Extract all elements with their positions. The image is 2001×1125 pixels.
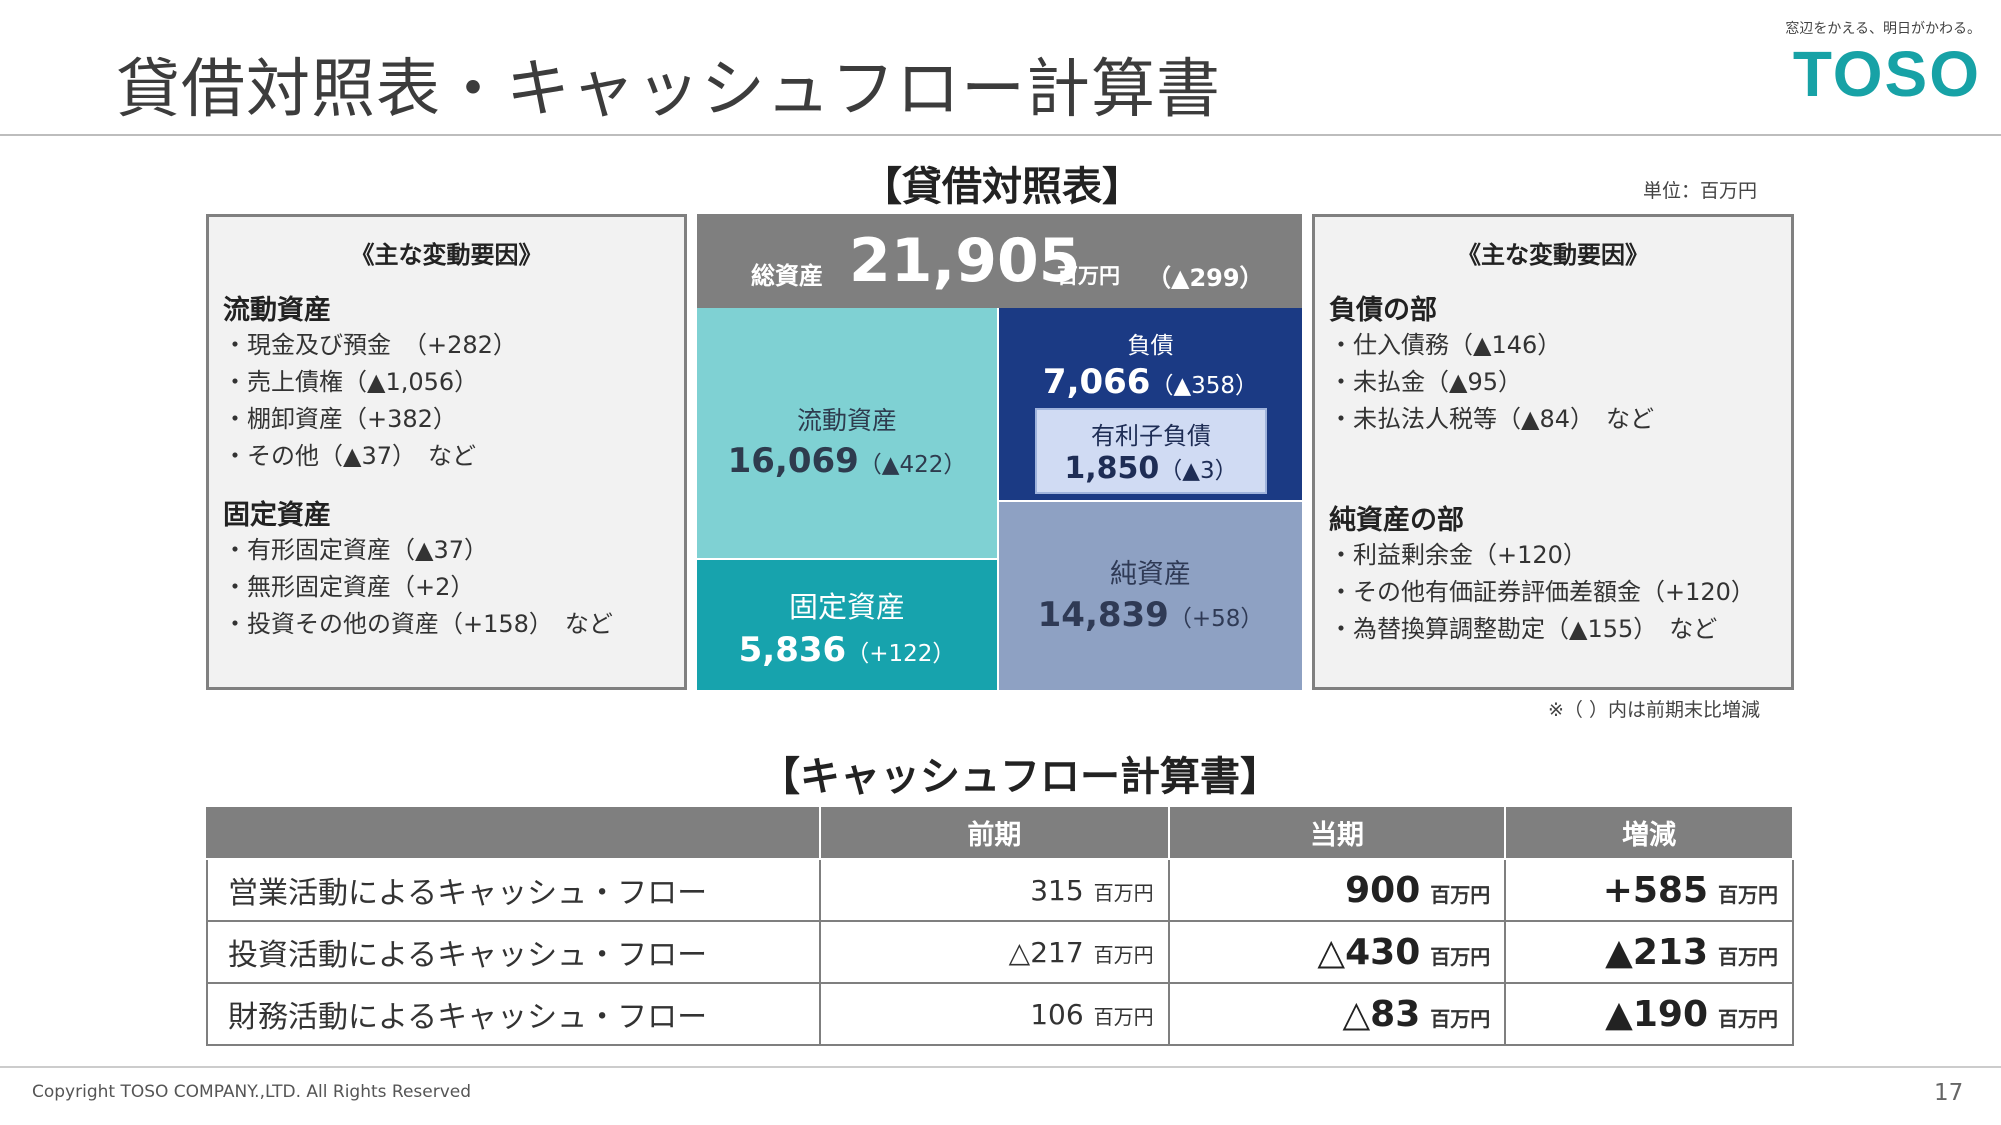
unit-text: 百万円 bbox=[1430, 944, 1491, 969]
current-assets-change: （▲422） bbox=[858, 452, 967, 478]
footer-divider bbox=[0, 1066, 2001, 1068]
unit-text: 百万円 bbox=[1093, 880, 1154, 905]
logo-text: TOSO bbox=[1792, 38, 1981, 110]
prev-value: △217 bbox=[1008, 935, 1084, 969]
unit-text: 百万円 bbox=[1093, 1004, 1154, 1029]
logo-tagline: 窓辺をかえる、明日がかわる。 bbox=[1785, 21, 1981, 37]
unit-text: 百万円 bbox=[1718, 882, 1778, 907]
factor-item: ・棚卸資産（+382） bbox=[223, 405, 457, 433]
diff-cell: ▲190 百万円 bbox=[1504, 982, 1794, 1046]
total-assets-header: 総資産 21,905 百万円 （▲299） bbox=[697, 214, 1302, 308]
row-label: 財務活動によるキャッシュ・フロー bbox=[205, 982, 822, 1046]
column-header-prev: 前期 bbox=[819, 805, 1170, 860]
column-header-blank bbox=[205, 805, 822, 860]
net-assets-group-title: 純資産の部 bbox=[1329, 505, 1464, 536]
liabilities-block: 負債 7,066（▲358） 有利子負債 1,850（▲3） bbox=[999, 308, 1302, 500]
cash-flow-table: 前期 当期 増減 営業活動によるキャッシュ・フロー 315 百万円 900 百万円 … bbox=[205, 805, 1794, 1046]
interest-debt-value: 1,850 bbox=[1064, 451, 1160, 486]
factor-item: ・その他有価証券評価差額金（+120） bbox=[1329, 578, 1755, 606]
fixed-assets-change: （+122） bbox=[846, 641, 956, 667]
page-number: 17 bbox=[1934, 1080, 1964, 1106]
prev-cell: △217 百万円 bbox=[819, 920, 1170, 984]
interest-debt-label: 有利子負債 bbox=[1091, 422, 1211, 450]
table-header-row: 前期 当期 増減 bbox=[205, 805, 1794, 860]
unit-text: 百万円 bbox=[1430, 882, 1491, 907]
left-factors-box: 《主な変動要因》 流動資産 ・現金及び預金 （+282） ・売上債権（▲1,05… bbox=[206, 214, 687, 690]
unit-text: 百万円 bbox=[1093, 942, 1154, 967]
factor-item: ・未払法人税等（▲84） など bbox=[1329, 405, 1654, 433]
balance-sheet-diagram: 総資産 21,905 百万円 （▲299） 流動資産 16,069（▲422） … bbox=[697, 214, 1302, 690]
factor-item: ・仕入債務（▲146） bbox=[1329, 331, 1562, 359]
interest-debt-change: （▲3） bbox=[1159, 458, 1238, 484]
diff-cell: +585 百万円 bbox=[1504, 858, 1794, 922]
company-logo: 窓辺をかえる、明日がかわる。 TOSO bbox=[1751, 18, 1981, 106]
total-assets-value: 21,905 bbox=[849, 226, 1081, 296]
cash-flow-title: 【キャッシュフロー計算書】 bbox=[760, 754, 1280, 800]
table-row: 営業活動によるキャッシュ・フロー 315 百万円 900 百万円 +585 百万円 bbox=[205, 858, 1794, 922]
row-label: 営業活動によるキャッシュ・フロー bbox=[205, 858, 822, 922]
net-assets-change: （+58） bbox=[1168, 606, 1264, 632]
diff-cell: ▲213 百万円 bbox=[1504, 920, 1794, 984]
prev-cell: 106 百万円 bbox=[819, 982, 1170, 1046]
net-assets-label: 純資産 bbox=[1110, 559, 1191, 590]
factor-item: ・その他（▲37） など bbox=[223, 442, 476, 470]
liabilities-value: 7,066 bbox=[1042, 362, 1151, 402]
page-title: 貸借対照表・キャッシュフロー計算書 bbox=[116, 53, 1221, 127]
fixed-assets-label: 固定資産 bbox=[788, 590, 905, 624]
curr-value: △83 bbox=[1342, 993, 1421, 1035]
factor-item: ・売上債権（▲1,056） bbox=[223, 368, 479, 396]
factor-item: ・未払金（▲95） bbox=[1329, 368, 1522, 396]
table-row: 財務活動によるキャッシュ・フロー 106 百万円 △83 百万円 ▲190 百万円 bbox=[205, 982, 1794, 1046]
curr-value: △430 bbox=[1317, 931, 1421, 973]
unit-text: 百万円 bbox=[1718, 1006, 1778, 1031]
curr-cell: △83 百万円 bbox=[1167, 982, 1507, 1046]
curr-cell: △430 百万円 bbox=[1167, 920, 1507, 984]
column-header-diff: 増減 bbox=[1504, 805, 1794, 860]
unit-text: 百万円 bbox=[1718, 944, 1778, 969]
copyright-text: Copyright TOSO COMPANY.,LTD. All Rights … bbox=[32, 1082, 472, 1102]
table-row: 投資活動によるキャッシュ・フロー △217 百万円 △430 百万円 ▲213 百万円 bbox=[205, 920, 1794, 984]
prev-cell: 315 百万円 bbox=[819, 858, 1170, 922]
fixed-assets-group-title: 固定資産 bbox=[223, 500, 331, 531]
net-assets-block: 純資産 14,839（+58） bbox=[999, 502, 1302, 690]
prev-value: 315 bbox=[1030, 873, 1084, 907]
change-note: ※（ ）内は前期末比増減 bbox=[1548, 699, 1760, 721]
liabilities-label: 負債 bbox=[1127, 333, 1174, 359]
current-assets-value: 16,069 bbox=[727, 441, 859, 481]
factor-item: ・無形固定資産（+2） bbox=[223, 573, 475, 601]
unit-label: 単位：百万円 bbox=[1643, 180, 1758, 202]
fixed-assets-value: 5,836 bbox=[738, 630, 847, 670]
right-factors-box: 《主な変動要因》 負債の部 ・仕入債務（▲146） ・未払金（▲95） ・未払法… bbox=[1312, 214, 1794, 690]
current-assets-block: 流動資産 16,069（▲422） bbox=[697, 308, 997, 558]
diff-value: +585 bbox=[1602, 869, 1708, 911]
current-assets-group-title: 流動資産 bbox=[223, 295, 331, 326]
current-assets-label: 流動資産 bbox=[796, 406, 897, 435]
header-divider bbox=[0, 134, 2001, 136]
liabilities-change: （▲358） bbox=[1150, 373, 1259, 399]
factor-item: ・有形固定資産（▲37） bbox=[223, 536, 488, 564]
diff-value: ▲213 bbox=[1605, 931, 1708, 973]
net-assets-value: 14,839 bbox=[1037, 595, 1169, 635]
factor-item: ・現金及び預金 （+282） bbox=[223, 331, 517, 359]
left-factors-heading: 《主な変動要因》 bbox=[350, 241, 543, 269]
prev-value: 106 bbox=[1030, 997, 1084, 1031]
curr-value: 900 bbox=[1345, 869, 1421, 911]
diff-value: ▲190 bbox=[1605, 993, 1708, 1035]
total-assets-unit: 百万円 bbox=[1057, 264, 1120, 288]
liabilities-group-title: 負債の部 bbox=[1329, 295, 1437, 326]
total-assets-label: 総資産 bbox=[751, 262, 823, 290]
unit-text: 百万円 bbox=[1430, 1006, 1491, 1031]
balance-sheet-title: 【貸借対照表】 bbox=[862, 164, 1142, 210]
total-assets-change: （▲299） bbox=[1147, 264, 1264, 292]
fixed-assets-block: 固定資産 5,836（+122） bbox=[697, 560, 997, 690]
factor-item: ・為替換算調整勘定（▲155） など bbox=[1329, 615, 1718, 643]
interest-bearing-debt-box: 有利子負債 1,850（▲3） bbox=[1035, 408, 1267, 494]
column-header-curr: 当期 bbox=[1167, 805, 1507, 860]
right-factors-heading: 《主な変動要因》 bbox=[1457, 241, 1649, 269]
factor-item: ・投資その他の資産（+158） など bbox=[223, 610, 613, 638]
curr-cell: 900 百万円 bbox=[1167, 858, 1507, 922]
factor-item: ・利益剰余金（+120） bbox=[1329, 541, 1587, 569]
row-label: 投資活動によるキャッシュ・フロー bbox=[205, 920, 822, 984]
